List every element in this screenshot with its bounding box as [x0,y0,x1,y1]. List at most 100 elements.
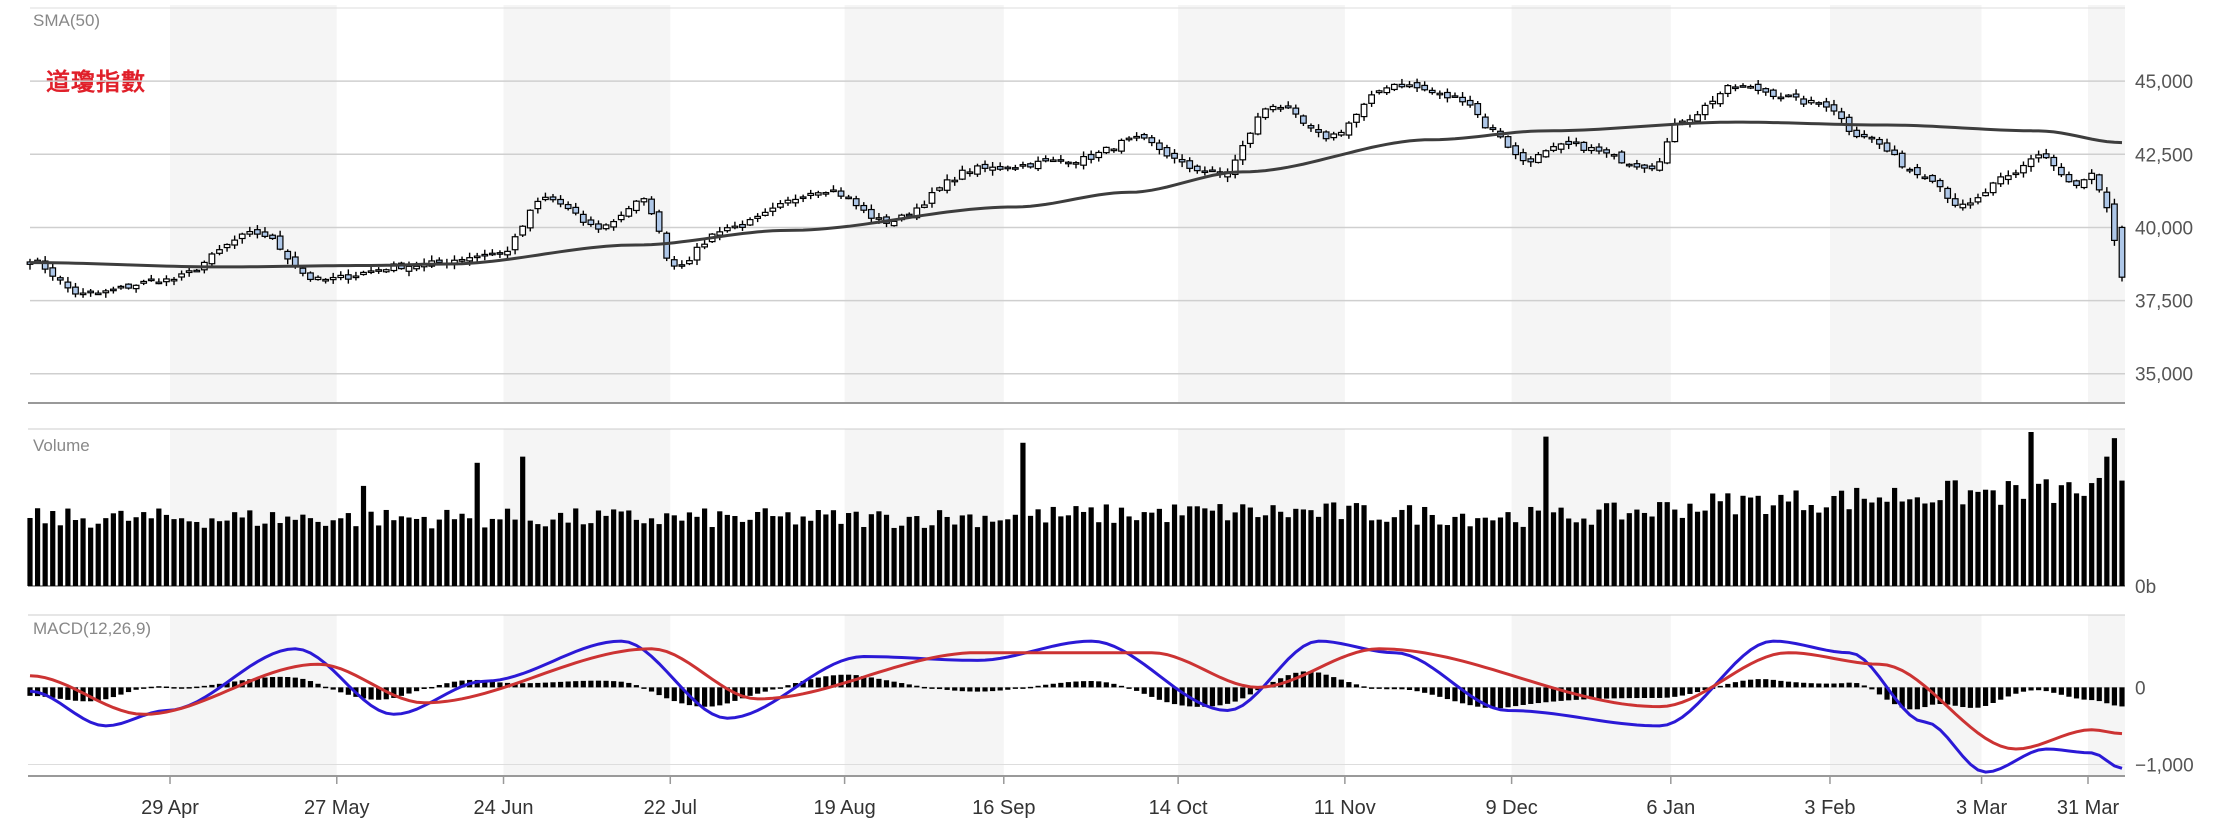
candle-body [1868,136,1876,140]
volume-bar [588,523,594,586]
histogram-bar [1550,687,1557,702]
histogram-bar [171,687,177,689]
histogram-bar [1240,687,1246,699]
candle-body [1444,91,1451,99]
volume-bar [1566,518,1572,586]
candle-body [1595,146,1603,152]
volume-bar [353,526,359,586]
volume-bar [512,519,518,586]
candle-body [1481,116,1489,129]
volume-bar [1012,514,1018,586]
candle-body [1095,151,1103,159]
volume-bar [1573,522,1579,586]
histogram-bar [792,683,799,688]
candle-body [1769,89,1777,98]
histogram-bar [1209,687,1216,707]
candle-body [1436,92,1444,96]
volume-bar [1202,508,1208,586]
volume-bar [1581,518,1587,586]
volume-bar [1027,515,1034,586]
volume-bar [1187,506,1193,586]
histogram-bar [1816,683,1822,688]
histogram-bar [1679,687,1685,696]
volume-bar [1869,502,1875,586]
volume-bar [1785,501,1792,586]
histogram-bar [118,687,124,695]
candle-body [534,200,542,210]
histogram-bar [1808,683,1814,688]
histogram-bar [224,682,230,688]
histogram-bar [1065,682,1072,688]
histogram-bar [1459,687,1466,704]
histogram-bar [1528,687,1534,704]
indicator-label: Volume [33,436,90,455]
histogram-bar [103,687,109,700]
volume-bar [148,518,154,586]
volume-bar [1914,497,1920,586]
volume-bar [444,509,450,586]
volume-bar [974,527,981,586]
histogram-bar [1012,687,1018,689]
volume-bar [1278,511,1284,586]
volume-bar [292,519,298,586]
volume-bar [1801,510,1807,586]
histogram-bar [2073,687,2080,699]
candle-body [1406,84,1413,88]
volume-bar [618,511,624,586]
candle-body [1057,159,1065,162]
histogram-bar [2081,687,2087,700]
volume-bar [830,510,837,586]
candle-body [253,229,261,235]
volume-bar [27,517,33,586]
volume-bar [1482,517,1488,586]
histogram-bar [125,687,132,693]
volume-bar [1732,514,1739,586]
volume-bar [467,518,473,586]
histogram-bar [974,687,981,692]
volume-bar [133,517,139,586]
volume-bar [307,518,314,586]
candle-body [284,250,292,260]
histogram-bar [1520,687,1526,705]
volume-bar [679,520,685,586]
histogram-bar [1990,687,1996,703]
candle-body [1982,192,1989,197]
volume-bar [1361,505,1367,586]
candle-body [792,198,799,204]
volume-bar [800,516,806,586]
volume-bar [1255,517,1261,586]
signal-line [29,647,2123,751]
candle-body [1186,160,1194,169]
volume-bar [2058,485,2064,586]
histogram-bar [376,687,382,700]
volume-bar [959,515,965,586]
histogram-bar [762,687,768,692]
histogram-bar [1823,683,1829,688]
histogram-bar [1096,681,1102,688]
candle-body [761,211,769,216]
candle-body [473,255,481,259]
volume-bar [1694,511,1701,586]
volume-bar [277,523,283,586]
candle-body [125,283,132,289]
histogram-bar [1763,679,1769,688]
volume-bar [1369,520,1375,586]
candle-body [1724,85,1732,95]
candle-body [701,243,708,248]
candle-body [1284,105,1292,109]
x-tick-label: 3 Feb [1804,797,1855,819]
volume-bar [1414,524,1420,586]
volume-bar [1300,509,1306,586]
volume-bar [565,522,571,586]
candle-body [56,277,64,281]
volume-bar [1490,520,1496,586]
histogram-bar [95,687,101,701]
volume-bar [1861,498,1867,586]
volume-bar [1050,506,1056,586]
volume-bar [929,525,935,586]
candle-body [1231,159,1239,176]
histogram-bar [1588,687,1595,700]
x-tick-label: 24 Jun [473,797,533,819]
histogram-bar [1179,687,1185,706]
histogram-bar [1050,683,1056,688]
